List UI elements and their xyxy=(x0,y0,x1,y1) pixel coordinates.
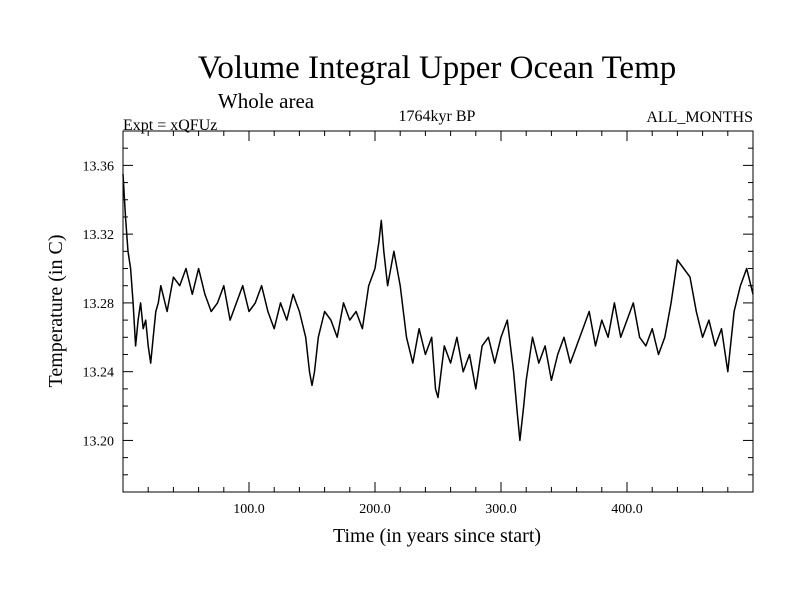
x-tick-label: 400.0 xyxy=(611,502,643,517)
y-tick-label: 13.24 xyxy=(83,366,115,381)
y-axis-label: Temperature (in C) xyxy=(45,235,67,388)
chart-subtitle: Whole area xyxy=(218,89,315,113)
period-label: 1764kyr BP xyxy=(399,108,476,125)
plot-frame xyxy=(122,130,754,493)
y-tick-label: 13.32 xyxy=(83,228,115,243)
tick-labels: 100.0 200.0 300.0 400.0 13.20 13.24 13.28 13.32… xyxy=(83,159,643,517)
x-tick-label: 200.0 xyxy=(359,502,391,517)
x-tick-label: 100.0 xyxy=(233,502,265,517)
x-axis-label: Time (in years since start) xyxy=(333,525,541,547)
experiment-label: Expt = xQFUz xyxy=(123,117,217,134)
y-tick-label: 13.28 xyxy=(83,297,115,312)
axis-ticks xyxy=(123,131,753,492)
y-tick-label: 13.20 xyxy=(83,434,115,449)
chart-title: Volume Integral Upper Ocean Temp xyxy=(198,50,676,86)
x-tick-label: 300.0 xyxy=(485,502,517,517)
y-tick-label: 13.36 xyxy=(83,159,115,174)
months-label: ALL_MONTHS xyxy=(646,109,753,126)
temperature-series-line xyxy=(122,173,754,442)
